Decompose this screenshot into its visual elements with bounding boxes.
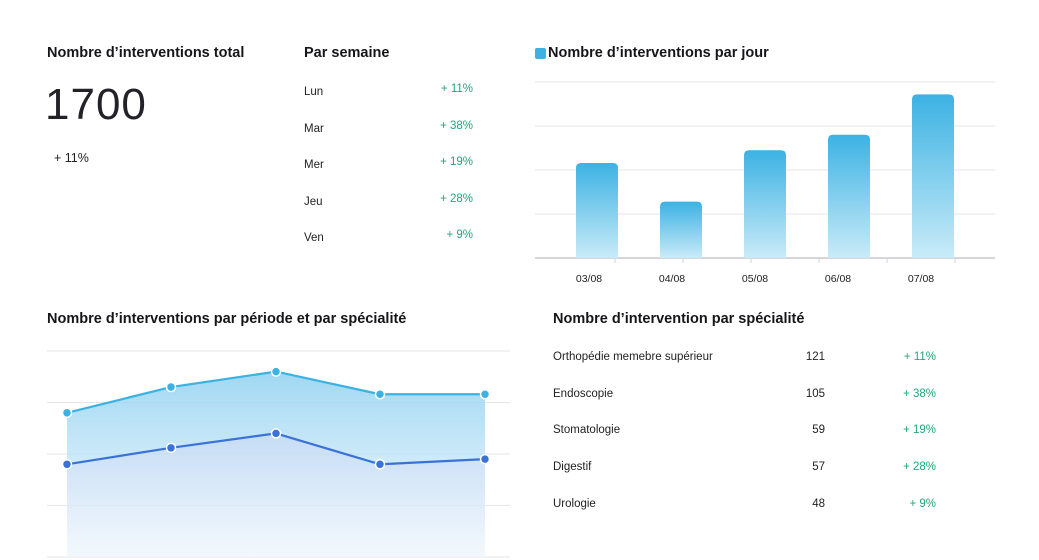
data-point — [270, 366, 282, 377]
weekly-day: Mer — [304, 159, 324, 171]
weekly-change: + 9% — [446, 229, 473, 241]
data-point — [270, 428, 282, 439]
weekly-title: Par semaine — [304, 45, 390, 61]
x-tick-label: 04/08 — [659, 273, 685, 285]
legend-swatch — [535, 47, 546, 59]
period-title: Nombre d’interventions par période et pa… — [47, 311, 407, 327]
data-point — [479, 453, 491, 465]
specialty-name: Digestif — [553, 461, 592, 474]
total-change: + 11% — [54, 151, 89, 165]
specialty-change: + 19% — [903, 424, 936, 437]
bar — [744, 150, 786, 258]
area-chart — [47, 350, 510, 558]
weekly-day: Jeu — [304, 195, 323, 208]
specialty-title: Nombre d’intervention par spécialité — [553, 311, 805, 327]
bar-chart: 03/08 04/08 05/08 06/08 07/08 — [535, 81, 995, 285]
data-point — [61, 407, 73, 419]
x-tick-label: 03/08 — [576, 273, 602, 285]
weekly-change: + 28% — [440, 192, 473, 205]
total-value: 1700 — [45, 80, 147, 129]
specialty-name: Stomatologie — [553, 424, 621, 437]
data-point — [165, 442, 177, 454]
specialty-name: Endoscopie — [553, 387, 614, 400]
specialty-count: 105 — [805, 387, 825, 400]
weekly-change: + 38% — [440, 119, 473, 132]
data-point — [374, 389, 386, 400]
specialty-count: 57 — [812, 461, 825, 474]
x-tick-label: 07/08 — [908, 273, 934, 285]
data-point — [479, 389, 491, 400]
specialty-count: 59 — [812, 424, 825, 437]
weekly-change: + 19% — [440, 156, 473, 168]
specialty-name: Orthopédie memebre supérieur — [553, 351, 713, 363]
weekly-change: + 11% — [440, 83, 473, 95]
weekly-day: Mar — [304, 122, 324, 135]
data-point — [374, 459, 386, 470]
x-tick-label: 05/08 — [742, 273, 768, 285]
specialty-count: 48 — [812, 497, 825, 510]
bar-chart-legend: Nombre d’interventions par jour — [535, 45, 769, 61]
specialty-name: Urologie — [553, 497, 596, 510]
specialty-change: + 11% — [903, 351, 936, 363]
x-tick-label: 06/08 — [825, 273, 851, 285]
bar — [660, 201, 702, 258]
specialty-change: + 9% — [909, 497, 936, 510]
specialty-change: + 28% — [903, 461, 936, 474]
bar — [828, 134, 870, 258]
bar — [912, 94, 954, 258]
weekly-day: Ven — [304, 232, 324, 244]
weekly-day: Lun — [304, 86, 324, 98]
data-point — [165, 381, 177, 393]
specialty-count: 121 — [805, 351, 825, 363]
total-title: Nombre d’interventions total — [47, 45, 245, 61]
bar-chart-legend-label: Nombre d’interventions par jour — [548, 45, 769, 61]
specialty-change: + 38% — [903, 387, 936, 400]
data-point — [61, 459, 73, 470]
bar — [576, 162, 618, 258]
